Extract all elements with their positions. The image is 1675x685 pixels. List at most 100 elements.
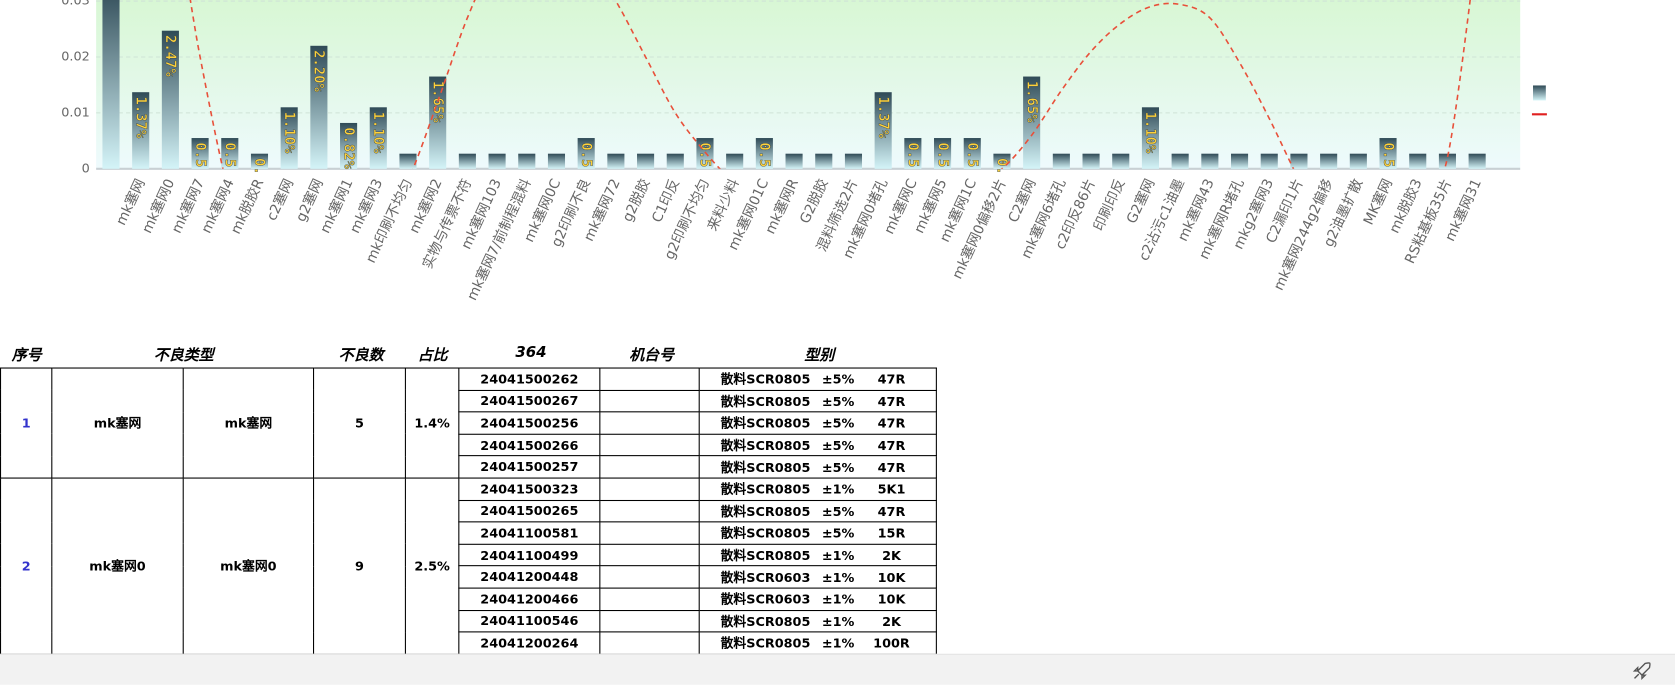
bar	[1112, 153, 1130, 169]
model-cell: 散料SCR0805 ±5% 47R	[698, 411, 937, 435]
model-cell: 散料SCR0805 ±5% 47R	[698, 499, 937, 523]
value-label: 1.37%	[875, 96, 891, 138]
group-cell: mk塞网0	[51, 477, 184, 655]
defect-table: 1 mk塞网 mk塞网 5 1.4% 24041500262 散料SCR0805 ±5% 47R…	[0, 367, 937, 655]
bar	[1349, 153, 1367, 169]
batch-cell: 24041500257	[458, 455, 601, 479]
model-cell: 散料SCR0805 ±5% 47R	[698, 455, 937, 479]
tolerance: ±5%	[821, 372, 855, 388]
resistance: 47R	[877, 416, 906, 432]
bar	[1201, 153, 1219, 169]
material: 散料SCR0805	[720, 614, 811, 630]
bar	[221, 138, 239, 169]
value-label: 0.5	[905, 142, 921, 167]
resistance: 47R	[877, 504, 906, 520]
batch-cell: 24041100581	[458, 521, 601, 545]
machine-cell	[599, 433, 700, 457]
table-row: 24041200264 散料SCR0805 ±1% 100R	[1, 631, 937, 655]
batch-cell: 24041500323	[458, 477, 601, 501]
machine-cell	[599, 565, 700, 589]
batch-cell: 24041500265	[458, 499, 601, 523]
tolerance: ±1%	[821, 592, 855, 608]
bar	[547, 153, 566, 169]
resistance: 15R	[877, 526, 906, 542]
bar	[755, 138, 773, 169]
bar	[1260, 153, 1278, 169]
bar	[607, 153, 625, 169]
material: 散料SCR0603	[720, 592, 811, 608]
bar	[1052, 153, 1070, 169]
tolerance: ±5%	[821, 504, 855, 520]
material: 散料SCR0805	[720, 482, 811, 498]
resistance: 47R	[877, 438, 906, 454]
machine-cell	[599, 367, 700, 391]
group-cell: mk塞网0	[182, 477, 315, 655]
resistance: 100R	[873, 636, 910, 652]
tolerance: ±5%	[821, 438, 855, 454]
table-row: 24041200466 散料SCR0603 ±1% 10K	[1, 587, 937, 611]
bar	[1082, 153, 1100, 169]
machine-cell	[599, 389, 700, 413]
resistance: 5K1	[877, 482, 906, 498]
value-label: 2.47%	[162, 35, 178, 77]
bar	[1171, 153, 1189, 169]
header-cell: 364	[515, 343, 547, 362]
model-cell: 散料SCR0805 ±1% 2K	[698, 609, 937, 633]
table-row: 24041100546 散料SCR0805 ±1% 2K	[1, 609, 937, 633]
machine-cell	[599, 587, 700, 611]
bar	[280, 107, 298, 169]
group-cell: 9	[313, 477, 406, 655]
value-label: 0.5	[1380, 142, 1396, 167]
header-cell: 不良类型	[153, 347, 214, 365]
machine-cell	[599, 521, 700, 545]
model-cell: 散料SCR0603 ±1% 10K	[698, 565, 937, 589]
value-label: 2.20%	[311, 50, 327, 92]
machine-cell	[599, 499, 700, 523]
bar	[369, 107, 387, 169]
batch-cell: 24041500267	[458, 389, 601, 413]
resistance: 10K	[877, 570, 906, 586]
bar	[132, 92, 150, 169]
group-cell: 2	[0, 477, 53, 655]
bar	[429, 76, 447, 169]
model-cell: 散料SCR0805 ±1% 2K	[698, 543, 937, 567]
machine-cell	[599, 631, 700, 655]
group-cell: 1.4%	[404, 367, 460, 479]
value-label: 0.5	[222, 142, 238, 167]
bar	[1320, 153, 1338, 169]
x-tick-label: C2塞网	[1005, 176, 1040, 225]
value-label: 0.5	[578, 142, 594, 167]
model-cell: 散料SCR0805 ±5% 47R	[698, 433, 937, 457]
resistance: 47R	[877, 460, 906, 476]
value-label: 0.82%	[340, 127, 356, 169]
bar	[934, 138, 952, 169]
group-cell: 2.5%	[404, 477, 460, 655]
model-cell: 散料SCR0805 ±5% 15R	[698, 521, 937, 545]
material: 散料SCR0805	[720, 438, 811, 454]
machine-cell	[599, 609, 700, 633]
bar	[874, 92, 892, 169]
group-cell: mk塞网	[182, 367, 315, 479]
bar	[518, 153, 536, 169]
material: 散料SCR0603	[720, 570, 811, 586]
tolerance: ±1%	[821, 548, 855, 564]
rocket-icon[interactable]	[1630, 659, 1654, 683]
table-row: 24041500257 散料SCR0805 ±5% 47R	[1, 455, 937, 479]
material: 散料SCR0805	[720, 636, 811, 652]
value-label: 0.5	[192, 142, 208, 167]
x-tick-label: g2塞网	[292, 176, 327, 224]
batch-cell: 24041100546	[458, 609, 601, 633]
bar	[1290, 153, 1308, 169]
tolerance: ±1%	[821, 570, 855, 586]
bar	[904, 138, 922, 169]
material: 散料SCR0805	[720, 372, 811, 388]
bar	[577, 138, 595, 169]
table-row: 24041500267 散料SCR0805 ±5% 47R	[1, 389, 937, 413]
tolerance: ±5%	[821, 460, 855, 476]
tolerance: ±1%	[821, 482, 855, 498]
material: 散料SCR0805	[720, 394, 811, 410]
value-label: 1.65%	[1023, 81, 1039, 123]
bar	[310, 45, 328, 169]
